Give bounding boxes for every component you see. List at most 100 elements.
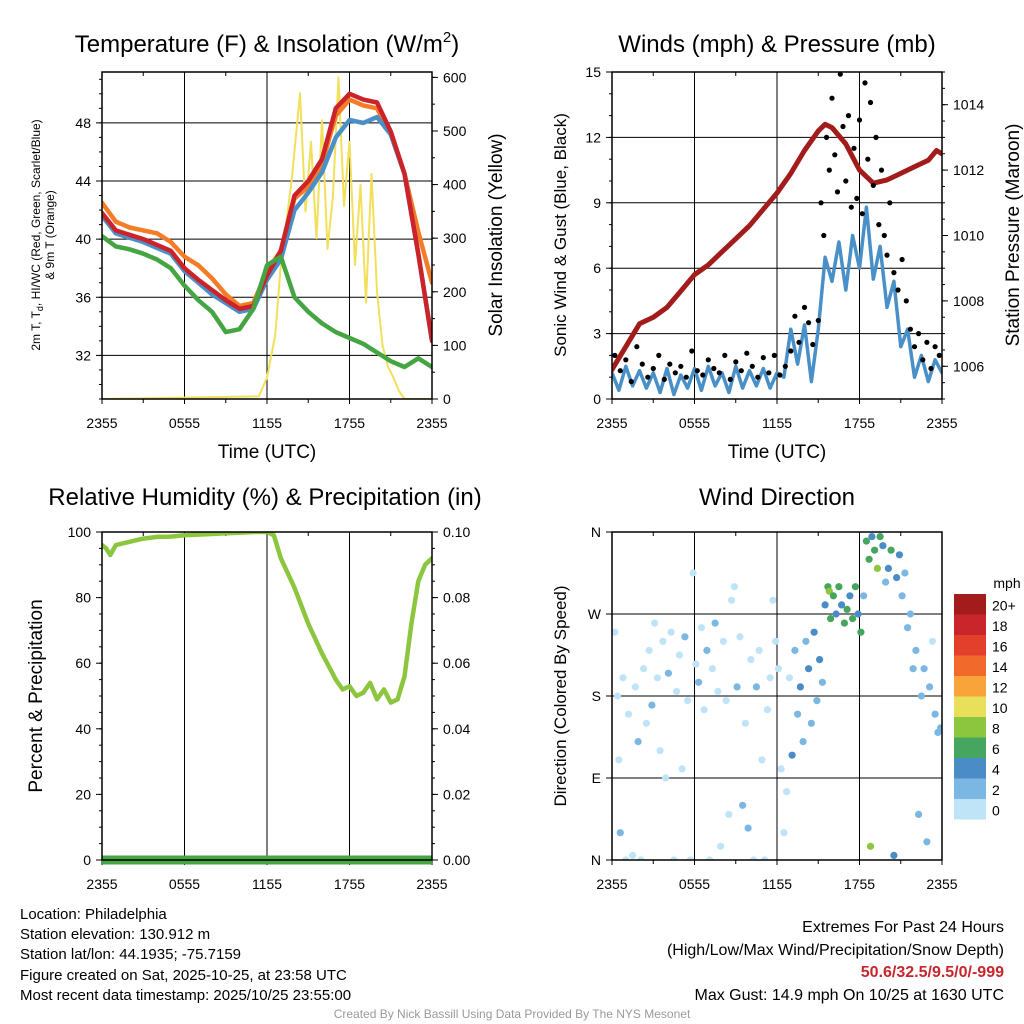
gust-point bbox=[887, 200, 893, 206]
legend-swatch bbox=[954, 635, 986, 656]
wind-direction-point bbox=[846, 592, 854, 600]
wind-ytick-label: 0 bbox=[593, 391, 601, 407]
rh-y2tick-label: 0.08 bbox=[443, 590, 470, 606]
temp-ytick-label: 36 bbox=[75, 289, 91, 305]
gust-point bbox=[733, 359, 739, 365]
wind-direction-point bbox=[761, 856, 769, 860]
gust-point bbox=[678, 363, 684, 369]
wind-direction-point bbox=[825, 587, 833, 595]
wind-direction-point bbox=[744, 824, 752, 832]
rh-xtick-label: 0555 bbox=[169, 876, 200, 892]
wind-direction-point bbox=[816, 656, 824, 664]
temp-title-main: Temperature (F) & Insolation (W/m bbox=[75, 31, 443, 58]
wind-direction-point bbox=[662, 774, 670, 782]
wind-direction-point bbox=[832, 610, 840, 618]
temp-chart-title: Temperature (F) & Insolation (W/m2) bbox=[75, 29, 459, 58]
wind-direction-point bbox=[673, 687, 681, 696]
legend-title: mph bbox=[993, 575, 1020, 591]
gust-point bbox=[694, 368, 700, 374]
gust-point bbox=[639, 361, 645, 367]
wdir-xtick-label: 2355 bbox=[926, 876, 957, 892]
wind-direction-point bbox=[791, 646, 799, 655]
wind-direction-point bbox=[664, 669, 673, 677]
station-info: Location: Philadelphia Station elevation… bbox=[20, 905, 351, 1006]
wind-direction-point bbox=[616, 829, 624, 837]
wind-direction-point bbox=[882, 578, 890, 586]
gust-point bbox=[771, 352, 777, 358]
pressure-line bbox=[612, 121, 942, 373]
wdir-ytick-label: W bbox=[588, 606, 602, 622]
gust-point bbox=[749, 363, 755, 369]
wind-direction-point bbox=[613, 692, 622, 700]
wind-direction-point bbox=[736, 633, 744, 641]
wind-direction-point bbox=[862, 537, 871, 545]
wind-direction-point bbox=[909, 665, 917, 673]
wind-direction-point bbox=[860, 592, 868, 600]
wind-direction-point bbox=[829, 592, 838, 600]
location-text: Location: Philadelphia bbox=[20, 906, 167, 923]
wind-direction-point bbox=[692, 660, 700, 668]
wind-direction-point bbox=[651, 619, 659, 627]
wind-direction-point bbox=[866, 842, 875, 850]
legend-label: 8 bbox=[992, 720, 1000, 736]
wind-direction-point bbox=[937, 724, 942, 732]
wind-direction-point bbox=[717, 842, 725, 850]
wind-direction-point bbox=[923, 838, 931, 846]
wdir-ytick-label: N bbox=[591, 852, 601, 868]
wind-direction-point bbox=[893, 574, 901, 582]
gust-point bbox=[832, 152, 838, 158]
gust-point bbox=[766, 370, 772, 376]
gust-point bbox=[865, 156, 871, 162]
gust-point bbox=[645, 374, 651, 380]
wind-direction-point bbox=[667, 628, 675, 636]
gust-point bbox=[870, 182, 876, 188]
wind-direction-point bbox=[711, 619, 719, 627]
temp-xtick-label: 0555 bbox=[169, 415, 200, 431]
wdir-ytick-label: N bbox=[591, 524, 601, 540]
wind-direction-point bbox=[838, 601, 846, 609]
wind-direction-point bbox=[750, 856, 758, 860]
temp-xlabel: Time (UTC) bbox=[218, 442, 317, 463]
legend-swatch bbox=[954, 676, 986, 697]
wind-direction-point bbox=[777, 765, 785, 773]
wind-direction-point bbox=[624, 710, 633, 718]
temp-y2tick-label: 500 bbox=[443, 123, 467, 139]
wind-direction-point bbox=[706, 856, 714, 860]
legend-label: 4 bbox=[992, 761, 1000, 777]
gust-point bbox=[661, 376, 667, 382]
gust-point bbox=[881, 232, 887, 239]
wind-direction-point bbox=[871, 546, 879, 554]
gust-point bbox=[834, 189, 841, 195]
wind-direction-point bbox=[884, 564, 893, 573]
wind-direction-point bbox=[725, 810, 733, 819]
temp-ylabel-part: , HI/WC (Red, Green, Scarlet/Blue) bbox=[29, 119, 43, 306]
wind-direction-point bbox=[901, 569, 909, 577]
temp-xtick-label: 1155 bbox=[252, 415, 282, 431]
gust-point bbox=[920, 357, 926, 363]
gust-point bbox=[856, 117, 863, 123]
gust-point bbox=[916, 331, 922, 337]
wdir-plot-border bbox=[611, 531, 943, 861]
wind-xtick-label: 0555 bbox=[679, 415, 710, 431]
wind-direction-point bbox=[645, 646, 653, 655]
rh-y2tick-label: 0.06 bbox=[443, 655, 470, 671]
temp-y2tick-label: 600 bbox=[443, 69, 467, 85]
rh-y2tick-label: 0.00 bbox=[443, 852, 470, 868]
wind-direction-point bbox=[656, 747, 664, 755]
wind-direction-point bbox=[629, 851, 637, 860]
wind-direction-point bbox=[876, 533, 884, 541]
extremes-heading: Extremes For Past 24 Hours bbox=[802, 919, 1004, 936]
gust-point bbox=[711, 365, 717, 372]
wind-direction-point bbox=[810, 628, 818, 636]
legend-swatch bbox=[954, 799, 986, 820]
wind-direction-point bbox=[796, 683, 805, 691]
wind-ylabel-right-text: Station Pressure (Maroon) bbox=[1003, 124, 1024, 347]
wind-direction-point bbox=[849, 615, 857, 623]
temp-title-end: ) bbox=[451, 31, 459, 58]
gust-point bbox=[854, 195, 860, 201]
wind-ytick-label: 6 bbox=[593, 260, 601, 276]
gust-point bbox=[823, 134, 830, 140]
wind-speed-line bbox=[612, 205, 942, 397]
rh-xtick-label: 2355 bbox=[416, 876, 447, 892]
wind-direction-point bbox=[700, 706, 708, 714]
